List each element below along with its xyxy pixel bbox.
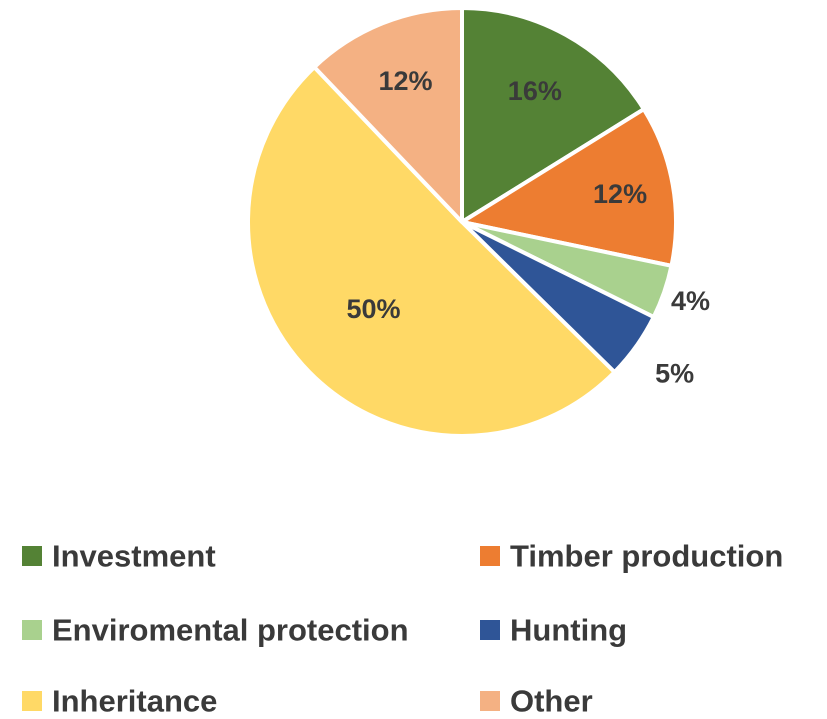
data-label-other: 12% — [379, 66, 433, 96]
pie-data-labels: 16% 12% 4% 5% 50% 12% — [347, 66, 711, 388]
pie-slice-timber-production — [460, 107, 678, 268]
legend-swatch — [480, 546, 500, 566]
data-label-investment: 16% — [508, 76, 562, 106]
legend-item-other: Other — [480, 684, 593, 719]
data-label-enviromental-protection: 4% — [671, 286, 710, 316]
data-label-inheritance: 50% — [347, 294, 401, 324]
legend-swatch — [480, 691, 500, 711]
legend-item-hunting: Hunting — [480, 613, 627, 648]
legend-item-inheritance: Inheritance — [22, 684, 217, 719]
pie-slice-inheritance — [246, 65, 617, 438]
pie-slice-other — [312, 6, 464, 224]
legend-item-timber-production: Timber production — [480, 539, 783, 574]
legend-label: Hunting — [510, 613, 627, 648]
legend-item-investment: Investment — [22, 539, 216, 574]
legend-swatch — [22, 546, 42, 566]
data-label-timber-production: 12% — [593, 179, 647, 209]
legend-label: Timber production — [510, 539, 783, 574]
legend-label: Other — [510, 684, 593, 719]
legend-swatch — [480, 620, 500, 640]
pie-slices — [246, 6, 678, 438]
legend-swatch — [22, 620, 42, 640]
legend: Investment Timber production Enviromental … — [22, 539, 783, 719]
data-label-hunting: 5% — [655, 358, 694, 388]
legend-label: Investment — [52, 539, 216, 574]
pie-slice-investment — [460, 6, 646, 224]
legend-item-enviromental-protection: Enviromental protection — [22, 613, 409, 648]
legend-label: Enviromental protection — [52, 613, 409, 648]
legend-swatch — [22, 691, 42, 711]
legend-label: Inheritance — [52, 684, 217, 719]
